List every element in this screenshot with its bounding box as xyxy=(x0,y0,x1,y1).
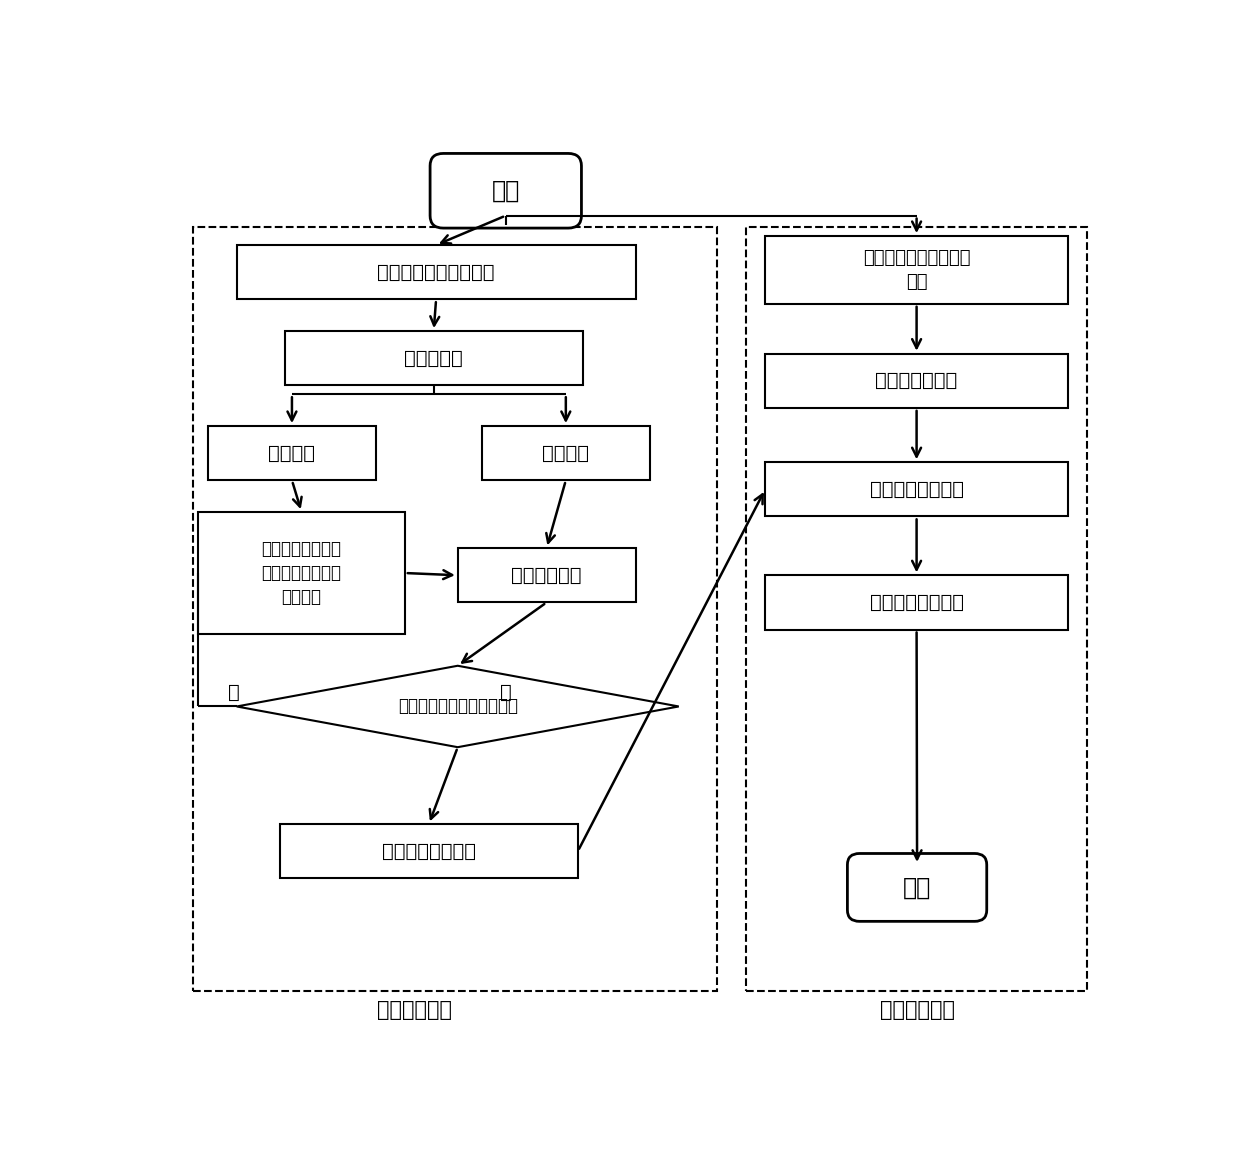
Bar xyxy=(765,462,1068,517)
Bar xyxy=(458,548,635,603)
Bar xyxy=(193,227,717,992)
Text: 数据预处理: 数据预处理 xyxy=(404,349,463,368)
Text: 故障模型验证: 故障模型验证 xyxy=(511,566,582,585)
Text: 线下训练部分: 线下训练部分 xyxy=(377,1000,451,1020)
Text: 否: 否 xyxy=(228,684,239,703)
FancyBboxPatch shape xyxy=(430,154,582,228)
Bar xyxy=(746,227,1087,992)
Polygon shape xyxy=(237,666,678,747)
Bar xyxy=(765,354,1068,408)
Text: 测试数据预处理: 测试数据预处理 xyxy=(875,371,957,390)
Bar xyxy=(198,512,404,634)
Text: 滚动轴承振动数据采集: 滚动轴承振动数据采集 xyxy=(377,263,495,282)
Text: 是: 是 xyxy=(500,684,512,703)
Text: 验证样本: 验证样本 xyxy=(542,444,589,463)
Text: 训练新型双向记忆
循环神经网络故障
诊断模型: 训练新型双向记忆 循环神经网络故障 诊断模型 xyxy=(262,540,341,605)
Text: 训练样本: 训练样本 xyxy=(268,444,315,463)
Text: 故障诊断模型保存: 故障诊断模型保存 xyxy=(382,841,476,861)
Text: 载入故障诊断模型: 载入故障诊断模型 xyxy=(869,479,963,499)
Bar xyxy=(765,236,1068,304)
Bar xyxy=(208,427,376,481)
FancyBboxPatch shape xyxy=(847,853,987,921)
Text: 模型验证是否取得最优效果: 模型验证是否取得最优效果 xyxy=(398,698,518,716)
Bar xyxy=(280,824,578,879)
Bar xyxy=(237,246,635,300)
Text: 结束: 结束 xyxy=(903,875,931,899)
Bar xyxy=(765,576,1068,630)
Text: 输出故障诊断结果: 输出故障诊断结果 xyxy=(869,593,963,612)
Text: 开始: 开始 xyxy=(491,179,520,203)
Bar xyxy=(481,427,650,481)
Bar xyxy=(285,331,583,385)
Text: 滚动轴承振动测试数据
采集: 滚动轴承振动测试数据 采集 xyxy=(863,249,971,290)
Text: 线上测试部分: 线上测试部分 xyxy=(879,1000,955,1020)
